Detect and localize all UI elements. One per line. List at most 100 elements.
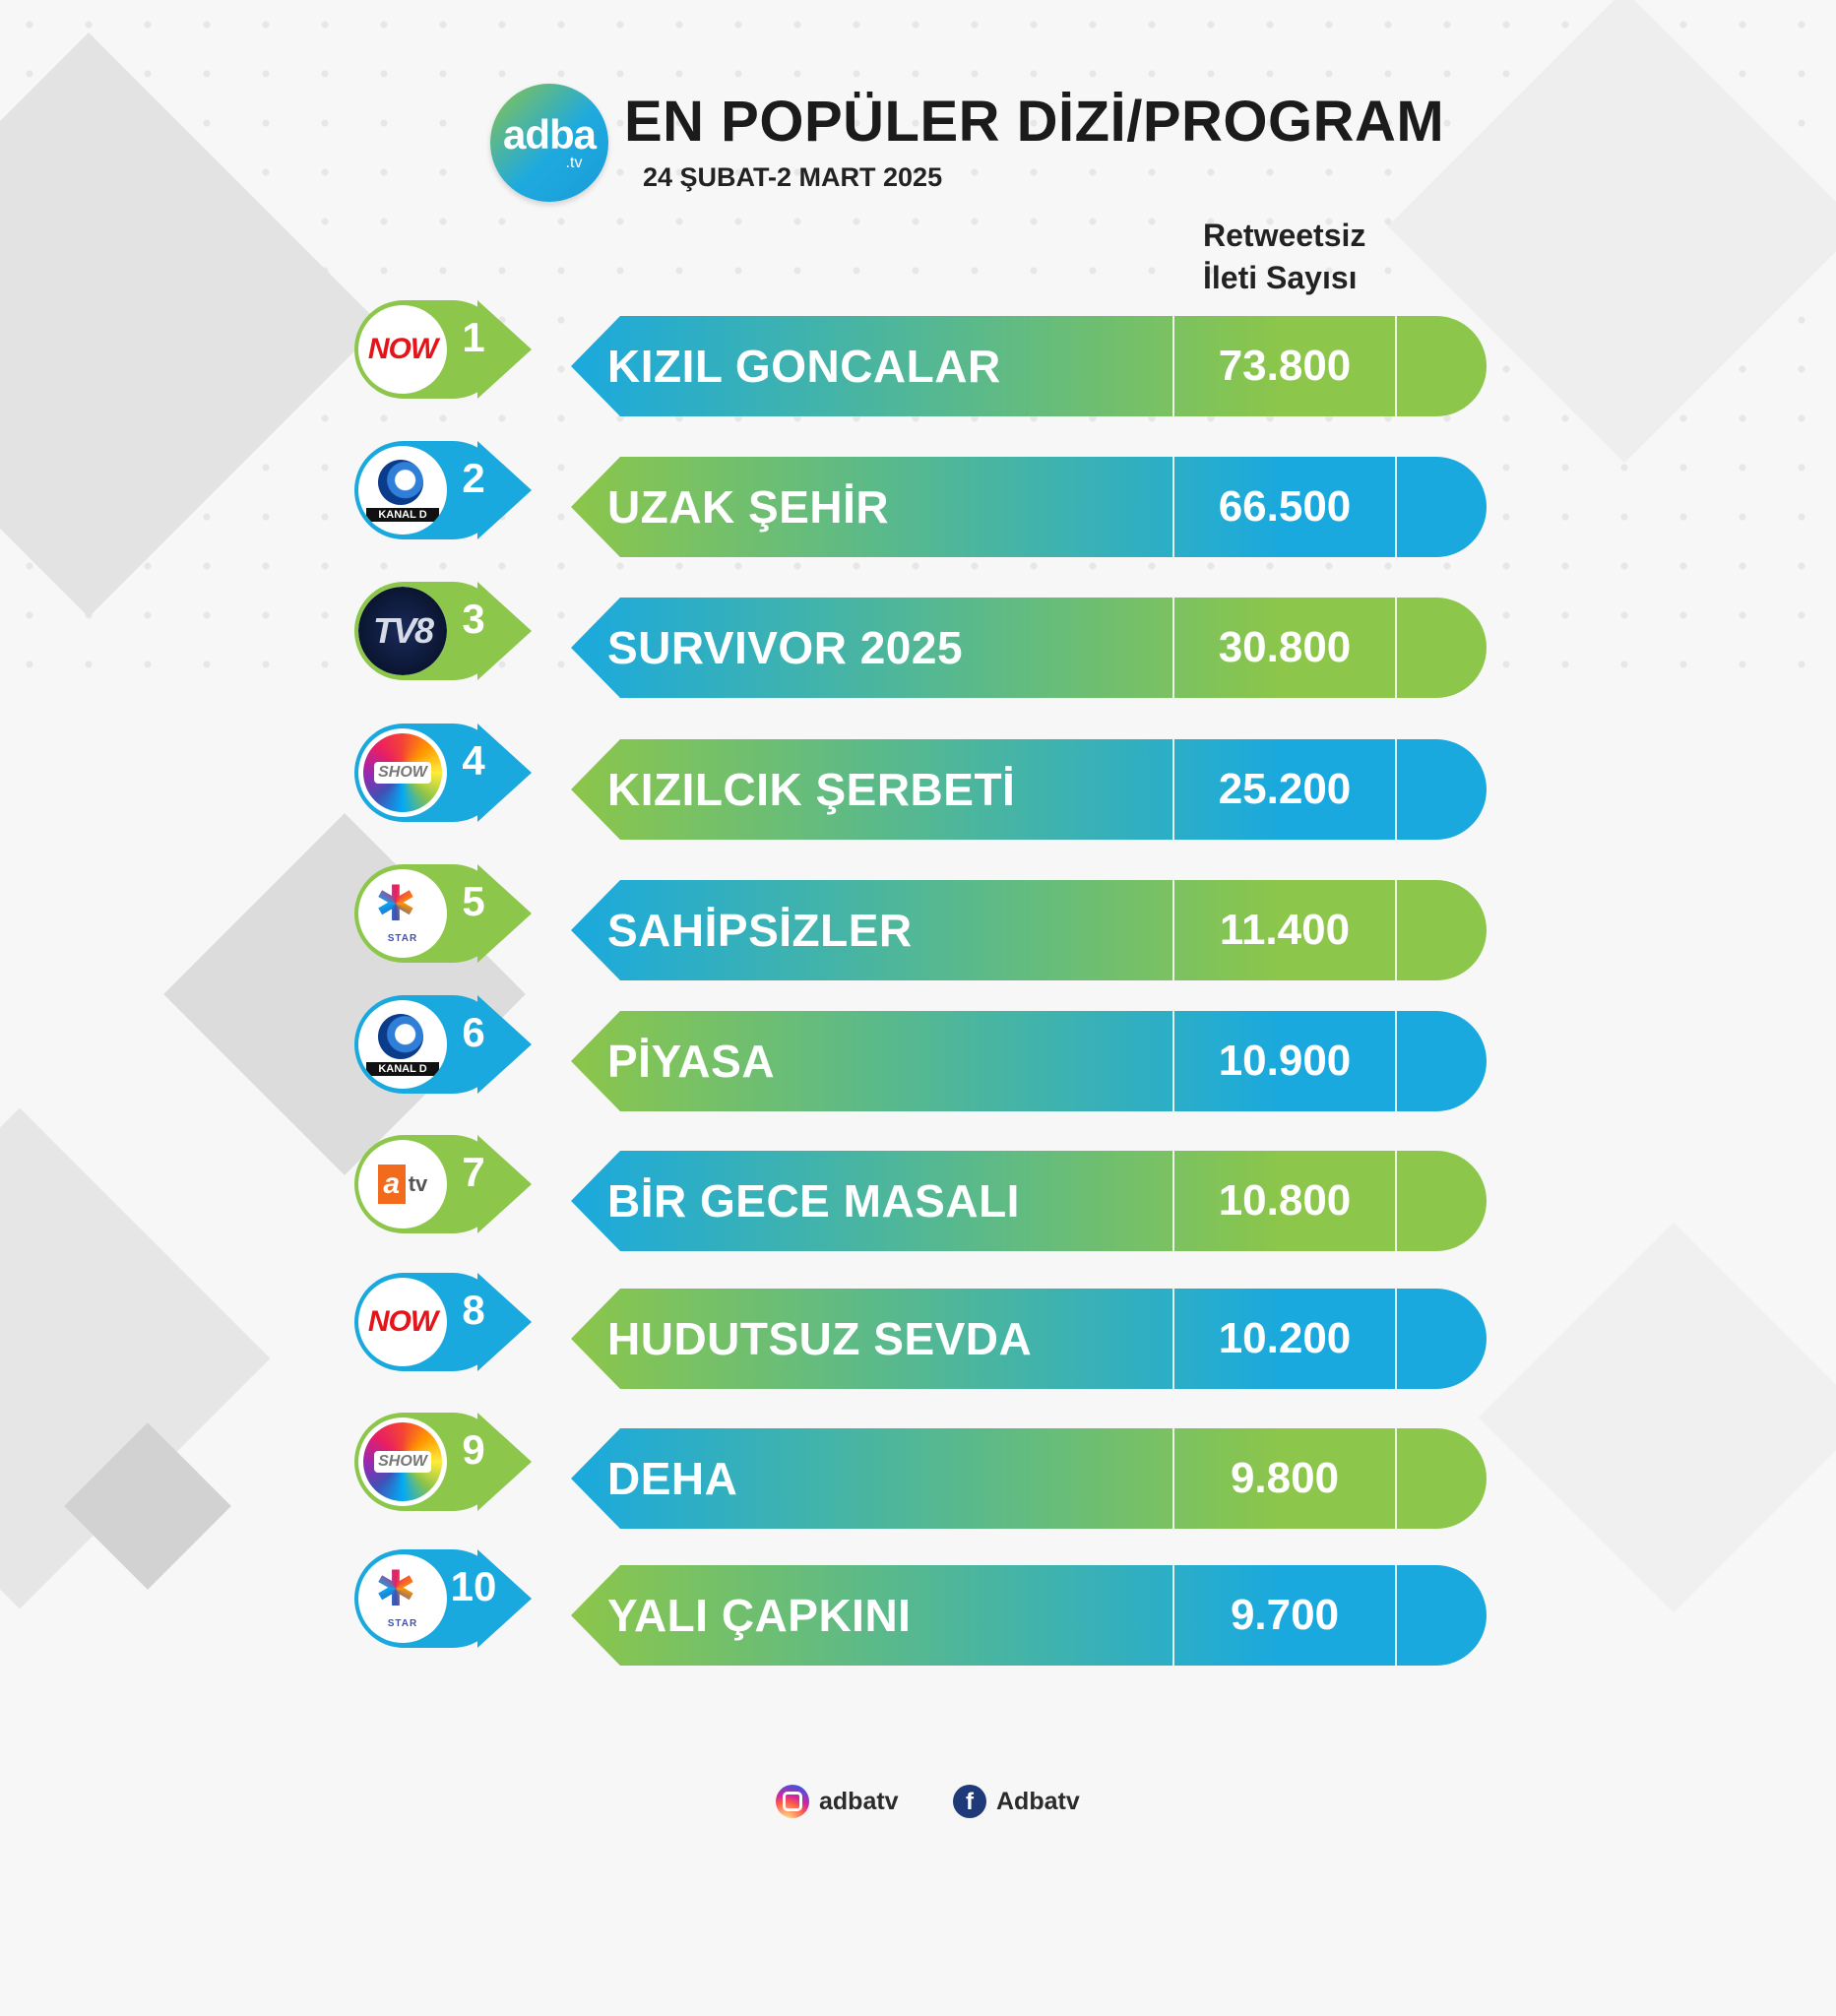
rank-number: 5: [462, 878, 485, 924]
program-name: YALI ÇAPKINI: [607, 1590, 912, 1641]
program-name: KIZIL GONCALAR: [607, 341, 1001, 392]
rank-badge-arrow: [477, 300, 532, 399]
date-range: 24 ŞUBAT-2 MART 2025: [643, 162, 943, 192]
rank-number: 2: [462, 455, 485, 501]
post-count: 10.900: [1218, 1037, 1352, 1085]
kanal-d-logo-icon: KANAL D: [364, 456, 441, 525]
channel-logo: KANAL D: [358, 1000, 447, 1089]
program-name: HUDUTSUZ SEVDA: [607, 1313, 1033, 1364]
facebook-handle: Adbatv: [996, 1787, 1080, 1815]
logo-subtext: .tv: [565, 155, 583, 171]
page-title: EN POPÜLER DİZİ/PROGRAM: [624, 90, 1445, 154]
rank-badge-arrow: [477, 724, 532, 822]
rank-badge-arrow: [477, 995, 532, 1094]
program-bar: [571, 1428, 1437, 1529]
atv-logo-icon: a tv: [377, 1165, 427, 1204]
rank-number: 10: [450, 1563, 497, 1609]
star-tv-logo-icon: ✱ STAR: [375, 876, 418, 944]
channel-logo: NOW: [358, 1278, 447, 1366]
rank-number: 4: [462, 737, 485, 784]
post-count: 25.200: [1218, 765, 1352, 813]
divider: [1172, 1011, 1174, 1111]
program-name: PİYASA: [607, 1036, 776, 1087]
divider: [1395, 1151, 1397, 1251]
adba-logo: adba .tv: [490, 84, 608, 202]
rank-badge-arrow: [477, 1413, 532, 1511]
ranking-row: KANAL D 6 PİYASA 10.900: [354, 995, 1487, 1111]
program-bar: [571, 1289, 1437, 1389]
ranking-row: KANAL D 2 UZAK ŞEHİR 66.500: [354, 441, 1487, 557]
divider: [1395, 739, 1397, 840]
divider: [1395, 1289, 1397, 1389]
divider: [1172, 457, 1174, 557]
ranking-row: ✱ STAR 5 SAHİPSİZLER 11.400: [354, 864, 1487, 980]
divider: [1395, 1011, 1397, 1111]
program-bar: [571, 1011, 1437, 1111]
program-name: DEHA: [607, 1453, 738, 1504]
divider: [1172, 1428, 1174, 1529]
channel-logo: a tv: [358, 1140, 447, 1228]
program-bar: [571, 1151, 1437, 1251]
post-count: 10.800: [1218, 1176, 1352, 1225]
channel-logo: NOW: [358, 305, 447, 394]
rank-number: 1: [462, 314, 485, 360]
rank-badge-arrow: [477, 1273, 532, 1371]
program-name: UZAK ŞEHİR: [607, 481, 890, 533]
divider: [1172, 316, 1174, 416]
rank-number: 6: [462, 1009, 485, 1055]
facebook-link[interactable]: f Adbatv: [953, 1782, 1080, 1821]
divider: [1395, 316, 1397, 416]
post-count: 9.700: [1230, 1591, 1340, 1639]
post-count: 73.800: [1218, 342, 1352, 390]
instagram-icon: [776, 1785, 809, 1818]
ranking-row: NOW 1 KIZIL GONCALAR 73.800: [354, 300, 1487, 416]
post-count: 10.200: [1218, 1314, 1352, 1362]
rank-badge-arrow: [477, 864, 532, 963]
kanal-d-logo-icon: KANAL D: [364, 1010, 441, 1079]
instagram-handle: adbatv: [819, 1787, 899, 1815]
ranking-row: TV8 3 SURVIVOR 2025 30.800: [354, 582, 1487, 698]
divider: [1172, 880, 1174, 980]
program-name: SURVIVOR 2025: [607, 622, 964, 673]
tv8-logo-icon: TV8: [358, 587, 447, 675]
ranking-row: a tv 7 BİR GECE MASALI 10.800: [354, 1135, 1487, 1251]
ranking-row: SHOW 4 KIZILCIK ŞERBETİ 25.200: [354, 724, 1487, 840]
program-name: SAHİPSİZLER: [607, 905, 913, 956]
rank-number: 8: [462, 1287, 485, 1333]
background-diamond: [1479, 1223, 1836, 1612]
column-header-line1: Retweetsiz: [1203, 218, 1366, 253]
channel-logo: SHOW: [358, 1418, 447, 1506]
column-header: Retweetsiz İleti Sayısı: [1203, 215, 1439, 299]
now-logo-icon: NOW: [367, 1305, 438, 1338]
now-logo-icon: NOW: [367, 333, 438, 365]
post-count: 11.400: [1219, 906, 1351, 954]
channel-logo: TV8: [358, 587, 447, 675]
rank-badge-arrow: [477, 441, 532, 539]
channel-logo: ✱ STAR: [358, 869, 447, 958]
column-header-line2: İleti Sayısı: [1203, 260, 1358, 295]
channel-logo: ✱ STAR: [358, 1554, 447, 1643]
program-bar: [571, 316, 1437, 416]
divider: [1395, 880, 1397, 980]
ranking-row: SHOW 9 DEHA 9.800: [354, 1413, 1487, 1529]
show-tv-logo-icon: SHOW: [363, 733, 442, 812]
footer: adbatv f Adbatv: [776, 1782, 1189, 1821]
program-name: KIZILCIK ŞERBETİ: [607, 764, 1016, 815]
rank-number: 7: [462, 1149, 485, 1195]
ranking-row: ✱ STAR 10 YALI ÇAPKINI 9.700: [354, 1549, 1487, 1666]
post-count: 9.800: [1230, 1454, 1340, 1502]
program-bar: [571, 739, 1437, 840]
channel-logo: SHOW: [358, 728, 447, 817]
rank-badge-arrow: [477, 1135, 532, 1233]
logo-text: adba: [502, 111, 597, 158]
divider: [1395, 457, 1397, 557]
star-tv-logo-icon: ✱ STAR: [375, 1561, 418, 1629]
instagram-link[interactable]: adbatv: [776, 1782, 899, 1821]
rank-number: 9: [462, 1426, 485, 1473]
rank-badge-arrow: [477, 582, 532, 680]
program-bar: [571, 1565, 1437, 1666]
post-count: 30.800: [1218, 623, 1352, 671]
program-bar: [571, 457, 1437, 557]
divider: [1172, 1289, 1174, 1389]
